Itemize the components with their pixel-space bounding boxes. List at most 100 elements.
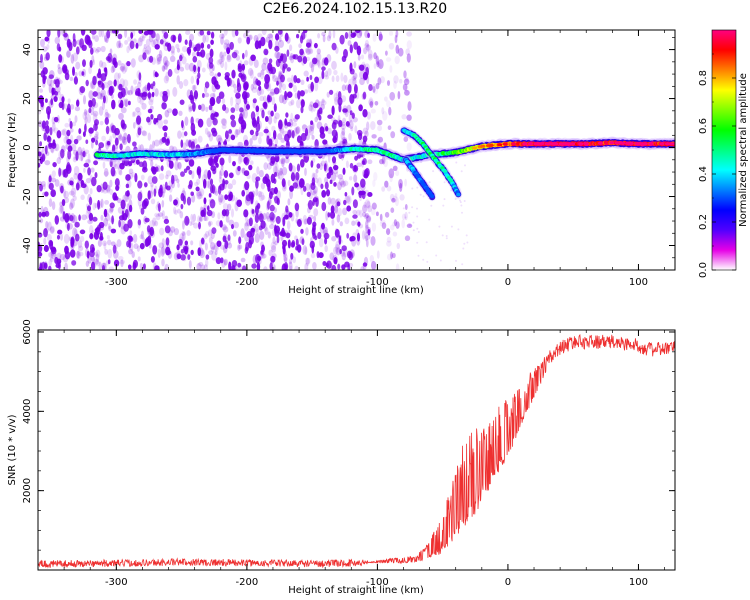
spectrogram-noise-blob [362, 127, 368, 135]
spectrogram-noise-blob [67, 98, 71, 104]
spectrogram-noise-blob [353, 84, 358, 94]
spectrogram-noise-blob [207, 131, 212, 138]
spectrogram-trace-peak [497, 143, 503, 147]
spectrogram-noise-blob [265, 81, 270, 90]
spectrogram-noise-blob [326, 53, 332, 63]
spectrogram-noise-blob [157, 248, 161, 259]
spectrogram-noise-blob [109, 135, 113, 143]
spectrogram-noise-blob [255, 202, 261, 211]
spectrogram-noise-blob [91, 176, 97, 187]
spectrogram-noise-blob [273, 116, 277, 124]
spectrogram-noise-blob [378, 33, 384, 41]
spectrogram-noise-blob [321, 66, 326, 71]
spectrogram-noise-blob [361, 230, 366, 240]
spectrogram-noise-blob [267, 33, 273, 39]
spectrogram-noise-blob [248, 235, 254, 245]
spectrogram-noise-blob [333, 246, 339, 255]
spectrogram-noise-blob [399, 194, 405, 201]
spectrogram-noise-blob [170, 50, 175, 57]
spectrogram-noise-blob [141, 130, 148, 137]
spectrogram-noise-blob [92, 59, 95, 66]
spectrogram-noise-blob [359, 209, 363, 218]
spectrogram-noise-blob [270, 255, 276, 263]
spectrogram-noise-blob [155, 213, 161, 221]
spectrogram-noise-blob [296, 33, 300, 39]
spectrogram-noise-blob [198, 170, 201, 179]
spectrogram-noise-blob [312, 57, 316, 67]
spectrogram-noise-blob [208, 236, 213, 244]
spectrogram-noise-blob [309, 74, 313, 81]
spectrogram-noise-blob [109, 48, 113, 55]
spectrogram-noise-blob [164, 62, 169, 71]
spectrogram-noise-blob [282, 63, 288, 69]
spectrogram-noise-blob [215, 190, 219, 196]
spectrogram-noise-blob [45, 221, 49, 229]
spectrogram-noise-blob [209, 48, 214, 58]
spectrogram-noise-blob [202, 178, 207, 189]
spectrogram-noise-blob [146, 116, 151, 123]
spectrogram-noise-blob [264, 115, 269, 123]
spectrogram-noise-blob [64, 262, 68, 270]
spectrogram-noise-blob [65, 142, 72, 150]
spectrogram-noise-blob [38, 151, 42, 157]
spectrogram-sparse-dot [417, 254, 420, 257]
spectrogram-noise-blob [118, 219, 121, 228]
spectrogram-noise-blob [244, 246, 249, 254]
spectrogram-noise-blob [180, 203, 184, 210]
spectrogram-noise-blob [101, 264, 106, 270]
spectrogram-noise-blob [141, 129, 147, 136]
spectrogram-noise-blob [291, 130, 295, 139]
spectrogram-noise-blob [119, 143, 123, 151]
spectrogram-noise-blob [280, 53, 284, 59]
spectrogram-noise-blob [100, 214, 104, 221]
spectrogram-noise-blob [284, 208, 290, 219]
spectrogram-noise-blob [386, 80, 391, 86]
spectrogram-noise-blob [91, 33, 95, 40]
spectrogram-noise-blob [369, 100, 374, 108]
spectrogram-noise-blob [147, 108, 153, 114]
spectrogram-noise-blob [114, 163, 118, 170]
spectrogram-noise-blob [39, 88, 44, 93]
spectrogram-noise-blob [240, 257, 246, 263]
spectrogram-noise-blob [305, 56, 311, 62]
spectrogram-noise-blob [154, 212, 160, 218]
spectrogram-noise-blob [335, 198, 341, 206]
spectrogram-noise-blob [222, 226, 229, 233]
spectrogram-noise-blob [310, 252, 316, 259]
spectrogram-noise-blob [42, 75, 47, 81]
spectrogram-noise-blob [77, 245, 84, 252]
spectrogram-noise-blob [163, 31, 169, 39]
spectrogram-noise-blob [252, 80, 258, 90]
spectrogram-noise-blob [49, 250, 54, 260]
spectrogram-noise-blob [228, 128, 233, 137]
spectrogram-noise-blob [361, 212, 367, 218]
spectrogram-noise-blob [179, 99, 185, 105]
spectrogram-noise-blob [274, 45, 280, 52]
spectrogram-noise-blob [63, 233, 70, 244]
spectrogram-x-tick-label: -200 [236, 277, 259, 288]
spectrogram-noise-blob [128, 199, 133, 209]
spectrogram-noise-blob [402, 83, 408, 91]
spectrogram-noise-blob [274, 33, 280, 41]
spectrogram-noise-blob [101, 186, 106, 192]
spectrogram-noise-blob [194, 138, 198, 145]
spectrogram-noise-blob [251, 209, 255, 214]
spectrogram-noise-blob [75, 182, 80, 191]
spectrogram-noise-blob [296, 219, 302, 227]
spectrogram-sparse-dot [411, 187, 414, 190]
spectrogram-noise-blob [188, 33, 195, 42]
spectrogram-noise-blob [105, 37, 109, 44]
spectrogram-noise-blob [66, 138, 72, 145]
spectrogram-noise-blob [285, 232, 291, 239]
spectrogram-noise-blob [137, 77, 142, 85]
spectrogram-x-tick-label: -100 [366, 277, 389, 288]
spectrogram-noise-blob [370, 260, 377, 270]
spectrogram-noise-blob [184, 62, 190, 71]
spectrogram-noise-blob [38, 211, 42, 218]
spectrogram-noise-blob [158, 50, 163, 59]
spectrogram-noise-blob [309, 101, 314, 108]
spectrogram-noise-blob [112, 57, 117, 66]
spectrogram-noise-blob [131, 111, 135, 118]
spectrogram-noise-blob [342, 108, 348, 113]
